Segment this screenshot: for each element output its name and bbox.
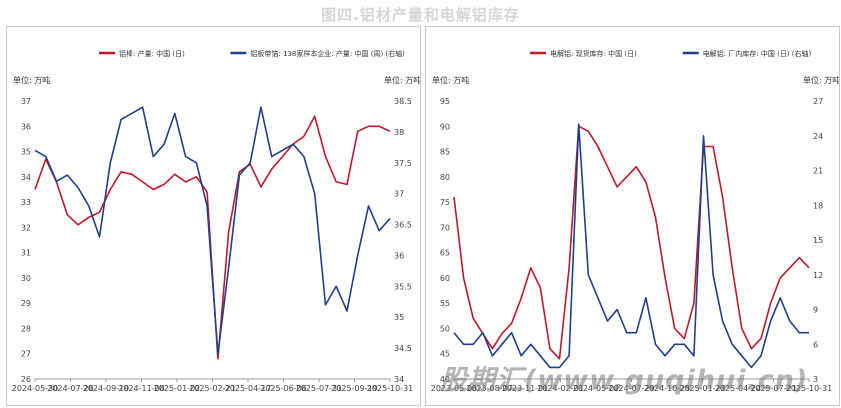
y-tick-left: 35 xyxy=(21,148,31,157)
x-tick-label: 2024-10-25 xyxy=(644,384,691,393)
y-tick-left: 40 xyxy=(440,375,450,384)
x-tick-label: 2025-04-24 xyxy=(715,384,762,393)
y-tick-left: 95 xyxy=(440,97,450,106)
y-tick-left: 55 xyxy=(440,299,450,308)
x-tick-label: 2024-05-02 xyxy=(573,384,620,393)
x-tick-label: 2024-11-08 xyxy=(118,384,165,393)
y-tick-left: 85 xyxy=(440,148,450,157)
y-tick-left: 90 xyxy=(440,122,450,131)
x-tick-label: 2025-01-02 xyxy=(154,384,201,393)
chart-panel-aluminum-output: 单位: 万吨 单位: 万吨 26 27 28 29 30 31 32 33 34 35 36 37 34 34… xyxy=(6,26,421,406)
x-tick-label: 2023-11-01 xyxy=(502,384,549,393)
y-tick-left: 45 xyxy=(440,350,450,359)
legend-label: 电解铝: 现货库存: 中国 (日) xyxy=(550,49,637,58)
y-tick-right: 3 xyxy=(813,375,818,384)
y-tick-left: 27 xyxy=(21,350,31,359)
y-tick-left: 50 xyxy=(440,324,450,333)
series-line-right-axis xyxy=(453,123,809,369)
y-tick-left: 26 xyxy=(21,375,31,384)
y-tick-right: 21 xyxy=(813,167,823,176)
x-tick-label: 2025-04-17 xyxy=(225,384,272,393)
unit-left: 单位: 万吨 xyxy=(13,75,50,85)
y-tick-right: 38.5 xyxy=(394,97,412,106)
series-line-left-axis xyxy=(34,115,391,360)
y-tick-right: 36 xyxy=(394,251,404,260)
y-tick-left: 80 xyxy=(440,173,450,182)
legend-label: 电解铝: 厂内库存: 中国 (日) (右轴) xyxy=(703,49,812,58)
x-tick-label: 2024-07-26 xyxy=(47,384,94,393)
y-tick-left: 36 xyxy=(21,122,31,131)
y-tick-right: 35 xyxy=(394,313,404,322)
x-tick-label: 2025-06-06 xyxy=(260,384,307,393)
chart-panel-aluminum-inventory: 单位: 万吨 单位: 万吨 40 45 50 55 60 65 70 75 80 85 90 95 3 6 9 1… xyxy=(425,26,840,406)
y-tick-left: 37 xyxy=(21,97,31,106)
y-tick-left: 70 xyxy=(440,223,450,232)
unit-right: 单位: 万吨 xyxy=(803,75,839,85)
y-tick-right: 34 xyxy=(394,375,404,384)
y-tick-left: 28 xyxy=(21,324,31,333)
y-tick-right: 15 xyxy=(813,236,823,245)
x-tick-label: 2023-05-08 xyxy=(431,384,478,393)
watermark: 股期汇(www.guqihui.cn) xyxy=(440,365,809,396)
x-tick-label: 2025-10-31 xyxy=(786,384,833,393)
y-tick-left: 31 xyxy=(21,249,31,258)
y-tick-left: 65 xyxy=(440,249,450,258)
y-tick-right: 9 xyxy=(813,306,818,315)
y-tick-right: 37 xyxy=(394,190,404,199)
legend-label: 铝板带箔: 138家样本企业: 产量: 中国 (周) (右轴) xyxy=(250,49,405,58)
y-tick-right: 27 xyxy=(813,97,823,106)
x-tick-label: 2025-07-31 xyxy=(296,384,343,393)
y-tick-left: 30 xyxy=(21,274,31,283)
y-tick-right: 36.5 xyxy=(394,221,412,230)
page-title: 图四.铝材产量和电解铝库存 xyxy=(321,6,520,24)
y-tick-right: 24 xyxy=(813,132,823,141)
y-tick-left: 60 xyxy=(440,274,450,283)
y-tick-right: 12 xyxy=(813,271,823,280)
y-tick-right: 34.5 xyxy=(394,344,412,353)
chart-aluminum-output: 单位: 万吨 单位: 万吨 26 27 28 29 30 31 32 33 34 35 36 37 34 34… xyxy=(12,49,420,393)
x-tick-label: 2024-02-01 xyxy=(537,384,584,393)
unit-left: 单位: 万吨 xyxy=(432,75,469,85)
y-tick-left: 29 xyxy=(21,299,31,308)
unit-right: 单位: 万吨 xyxy=(384,75,420,85)
series-line-right-axis xyxy=(34,106,391,356)
x-tick-label: 2025-01-23 xyxy=(679,384,726,393)
x-tick-label: 2025-07-21 xyxy=(750,384,797,393)
x-tick-label: 2023-08-07 xyxy=(466,384,513,393)
x-tick-label: 2025-09-19 xyxy=(331,384,378,393)
x-tick-label: 2024-07-29 xyxy=(608,384,655,393)
x-tick-label: 2024-05-30 xyxy=(12,384,59,393)
x-tick-label: 2025-02-21 xyxy=(189,384,236,393)
legend-label: 铝棒: 产量: 中国 (日) xyxy=(119,49,185,58)
y-tick-left: 34 xyxy=(21,173,31,182)
y-tick-right: 35.5 xyxy=(394,282,412,291)
y-tick-left: 75 xyxy=(440,198,450,207)
y-tick-right: 38 xyxy=(394,128,404,137)
y-tick-right: 6 xyxy=(813,340,818,349)
y-tick-left: 33 xyxy=(21,198,31,207)
x-tick-label: 2024-09-19 xyxy=(83,384,130,393)
y-tick-left: 32 xyxy=(21,223,31,232)
x-tick-label: 2025-10-31 xyxy=(367,384,414,393)
y-tick-right: 37.5 xyxy=(394,159,412,168)
y-tick-right: 18 xyxy=(813,201,823,210)
series-line-left-axis xyxy=(453,125,810,360)
chart-aluminum-inventory: 单位: 万吨 单位: 万吨 40 45 50 55 60 65 70 75 80 85 90 95 3 6 9 1… xyxy=(431,49,839,393)
